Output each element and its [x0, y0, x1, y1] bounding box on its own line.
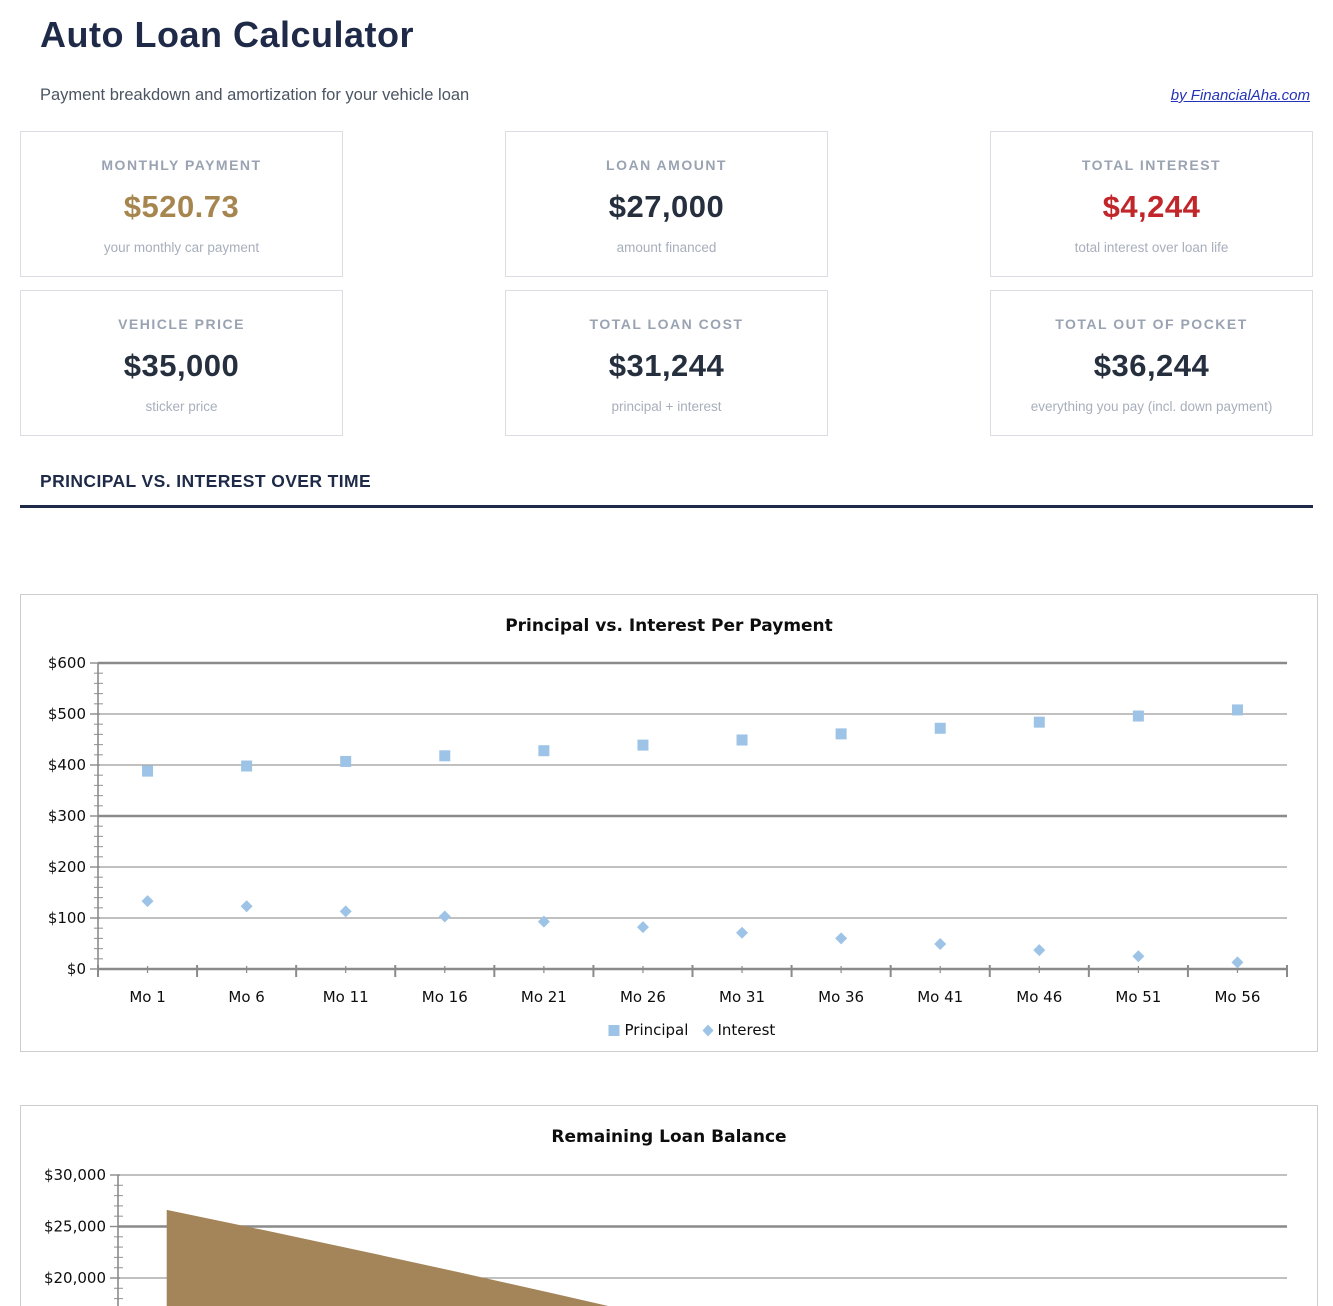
svg-text:$500: $500	[48, 705, 86, 723]
card-value: $520.73	[123, 188, 240, 224]
svg-text:Mo 46: Mo 46	[1016, 988, 1062, 1006]
svg-text:Mo 41: Mo 41	[917, 988, 963, 1006]
svg-text:Mo 36: Mo 36	[818, 988, 864, 1006]
card-label: MONTHLY PAYMENT	[101, 157, 262, 173]
svg-text:$400: $400	[48, 756, 86, 774]
svg-text:Mo 51: Mo 51	[1115, 988, 1161, 1006]
svg-text:Mo 6: Mo 6	[228, 988, 264, 1006]
card-monthly-payment: MONTHLY PAYMENT $520.73 your monthly car…	[20, 131, 343, 277]
subtitle-row: Payment breakdown and amortization for y…	[40, 86, 1310, 105]
card-value: $35,000	[123, 347, 240, 383]
card-label: TOTAL OUT OF POCKET	[1055, 316, 1248, 332]
page-subtitle: Payment breakdown and amortization for y…	[40, 86, 470, 104]
svg-text:Interest: Interest	[718, 1021, 776, 1039]
svg-text:Mo 11: Mo 11	[323, 988, 369, 1006]
svg-text:Mo 56: Mo 56	[1214, 988, 1260, 1006]
card-total-interest: TOTAL INTEREST $4,244 total interest ove…	[990, 131, 1313, 277]
svg-text:$20,000: $20,000	[44, 1269, 106, 1287]
card-subtext: everything you pay (incl. down payment)	[1030, 399, 1273, 414]
card-value: $36,244	[1093, 347, 1210, 383]
svg-text:Principal: Principal	[625, 1021, 689, 1039]
svg-text:$300: $300	[48, 807, 86, 825]
card-value: $27,000	[608, 188, 725, 224]
card-total-out-of-pocket: TOTAL OUT OF POCKET $36,244 everything y…	[990, 290, 1313, 436]
card-total-loan-cost: TOTAL LOAN COST $31,244 principal + inte…	[505, 290, 828, 436]
chart-title: Remaining Loan Balance	[551, 1127, 787, 1147]
chart-remaining-balance: Remaining Loan Balance $0$5,000$10,000$1…	[20, 1105, 1318, 1306]
summary-cards: MONTHLY PAYMENT $520.73 your monthly car…	[20, 131, 1313, 436]
svg-text:$25,000: $25,000	[44, 1218, 106, 1236]
brand-link[interactable]: by FinancialAha.com	[1170, 87, 1310, 104]
section-heading: PRINCIPAL VS. INTEREST OVER TIME	[40, 471, 372, 491]
card-label: VEHICLE PRICE	[118, 316, 245, 332]
svg-text:$0: $0	[67, 960, 86, 978]
card-loan-amount: LOAN AMOUNT $27,000 amount financed	[505, 131, 828, 277]
card-value: $31,244	[608, 347, 725, 383]
chart-title: Principal vs. Interest Per Payment	[505, 616, 833, 636]
chart-principal-vs-interest: Principal vs. Interest Per Payment $0 $10…	[20, 594, 1318, 1052]
svg-text:$200: $200	[48, 858, 86, 876]
card-label: TOTAL INTEREST	[1081, 157, 1222, 173]
card-subtext: sticker price	[145, 399, 218, 414]
card-vehicle-price: VEHICLE PRICE $35,000 sticker price	[20, 290, 343, 436]
card-subtext: principal + interest	[611, 399, 722, 414]
remaining-balance-chart-svg: $0$5,000$10,000$15,000$20,000$25,000$30,…	[44, 1166, 1287, 1306]
section-divider	[20, 505, 1313, 508]
card-label: LOAN AMOUNT	[606, 157, 727, 173]
page-title: Auto Loan Calculator	[40, 14, 415, 55]
page-header: Auto Loan Calculator	[40, 14, 1293, 56]
svg-text:Mo 16: Mo 16	[422, 988, 468, 1006]
card-label: TOTAL LOAN COST	[589, 316, 744, 332]
svg-text:Mo 1: Mo 1	[129, 988, 165, 1006]
card-value: $4,244	[1102, 188, 1201, 224]
svg-text:$600: $600	[48, 654, 86, 672]
principal-interest-chart-svg: $0 $100 $200 $300 $400 $500 $600 Mo 1 Mo 6 Mo 11 M…	[48, 654, 1288, 1039]
card-subtext: your monthly car payment	[103, 240, 260, 255]
svg-text:Mo 21: Mo 21	[521, 988, 567, 1006]
card-subtext: amount financed	[616, 240, 717, 255]
svg-text:$100: $100	[48, 909, 86, 927]
svg-text:Mo 31: Mo 31	[719, 988, 765, 1006]
svg-text:Mo 26: Mo 26	[620, 988, 666, 1006]
card-subtext: total interest over loan life	[1074, 240, 1229, 255]
svg-text:$30,000: $30,000	[44, 1166, 106, 1184]
